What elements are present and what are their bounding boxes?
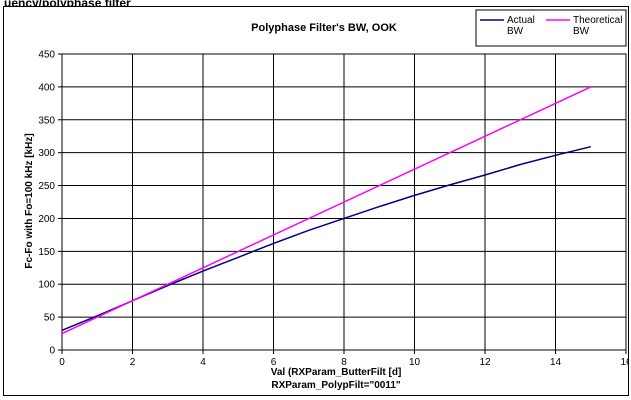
x-tick-label: 12 — [479, 357, 491, 368]
x-tick-label: 14 — [550, 357, 562, 368]
legend-label: Theoretical — [573, 15, 622, 26]
y-tick-label: 50 — [44, 313, 56, 324]
series-line-theoretical-bw — [61, 86, 592, 335]
x-tick-label: 16 — [620, 357, 628, 368]
y-tick-label: 300 — [38, 148, 55, 159]
x-axis-label-secondary: RXParam_PolypFilt="0011" — [271, 380, 401, 391]
series-layer — [61, 86, 592, 335]
x-tick-label: 4 — [200, 357, 206, 368]
x-tick-label: 8 — [341, 357, 347, 368]
chart-frame: Polyphase Filter's BW, OOK 0 50 100 150 200 2… — [3, 6, 631, 396]
legend-label: BW — [507, 26, 524, 37]
x-tick-label: 2 — [130, 357, 136, 368]
y-tick-label: 100 — [38, 280, 55, 291]
chart-svg: Polyphase Filter's BW, OOK 0501001502002… — [24, 9, 631, 391]
x-tick-label: 6 — [271, 357, 277, 368]
y-tick-label: 0 — [49, 346, 55, 357]
y-tick-label: 150 — [38, 247, 55, 258]
y-tick-label: 200 — [38, 214, 55, 225]
y-tick-label: 400 — [38, 82, 55, 93]
x-axis-ticks: 0 2 4 6 8 10 12 14 16 — [59, 350, 631, 368]
y-tick-label: 450 — [38, 50, 55, 61]
legend-box — [475, 9, 627, 47]
x-tick-label: 0 — [59, 357, 65, 368]
y-tick-label: 350 — [38, 115, 55, 126]
chart-title: Polyphase Filter's BW, OOK — [251, 22, 397, 34]
y-axis-ticks: 0 50 100 150 200 250 300 350 400 450 — [38, 50, 62, 357]
page-heading: uency/polyphase filter — [4, 0, 131, 10]
x-axis-label: Val (RXParam_ButterFilt [d] — [271, 367, 402, 378]
y-axis-label: Fc-Fo with Fo=100 kHz [kHz] — [24, 133, 35, 268]
y-tick-label: 250 — [38, 181, 55, 192]
legend-label: BW — [573, 26, 590, 37]
x-tick-label: 10 — [409, 357, 421, 368]
legend-label: Actual — [507, 15, 535, 26]
